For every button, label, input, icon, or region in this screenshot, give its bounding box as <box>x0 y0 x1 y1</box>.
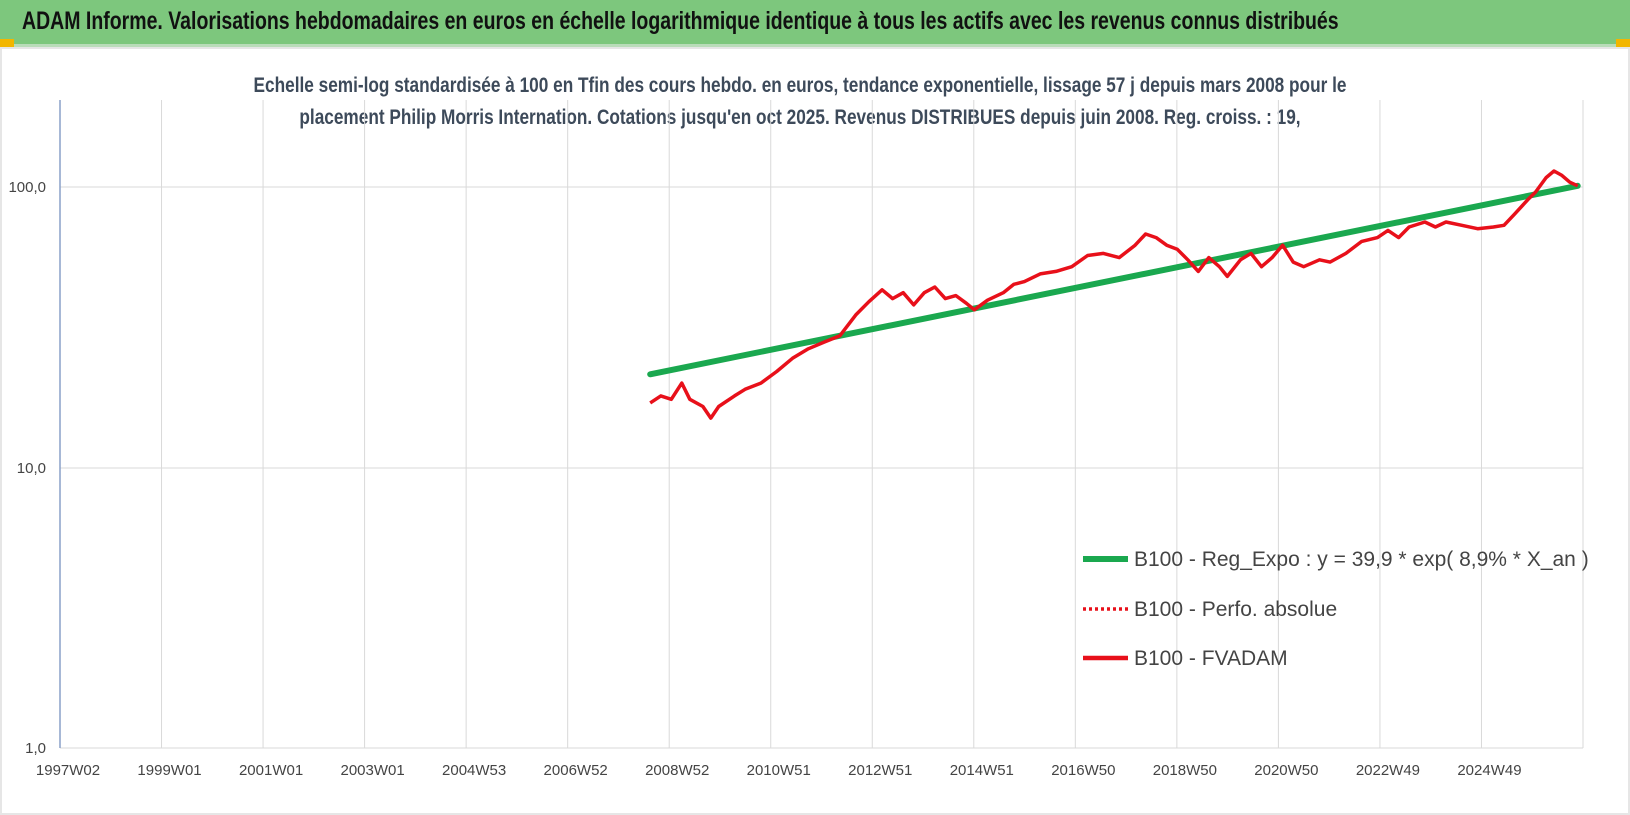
x-tick-label: 2018W50 <box>1153 762 1217 779</box>
y-tick-label: 1,0 <box>25 740 46 757</box>
x-tick-label: 2004W53 <box>442 762 506 779</box>
corner-marker-right <box>1616 39 1630 47</box>
banner-title: ADAM Informe. Valorisations hebdomadaire… <box>22 7 1339 35</box>
y-tick-label: 100,0 <box>8 179 46 196</box>
x-tick-label: 1997W02 <box>36 762 100 779</box>
chart-title: Echelle semi-log standardisée à 100 en T… <box>100 70 1500 134</box>
series-line-fvadam <box>649 169 1579 420</box>
x-tick-label: 2010W51 <box>747 762 811 779</box>
series-line-reg-expo <box>647 182 1581 378</box>
chart-title-line-2: placement Philip Morris Internation. Cot… <box>299 106 1301 129</box>
x-tick-label: 2006W52 <box>544 762 608 779</box>
chart-title-line-1: Echelle semi-log standardisée à 100 en T… <box>253 74 1347 97</box>
title-banner: ADAM Informe. Valorisations hebdomadaire… <box>0 0 1630 47</box>
x-tick-label: 2016W50 <box>1051 762 1115 779</box>
legend-label: B100 - Reg_Expo : y = 39,9 * exp( 8,9% *… <box>1134 548 1589 571</box>
x-tick-label: 2020W50 <box>1254 762 1318 779</box>
legend-label: B100 - FVADAM <box>1134 647 1288 670</box>
x-tick-label: 2012W51 <box>848 762 912 779</box>
x-tick-label: 2008W52 <box>645 762 709 779</box>
x-tick-label: 2022W49 <box>1356 762 1420 779</box>
legend-label: B100 - Perfo. absolue <box>1134 598 1337 621</box>
x-tick-label: 1999W01 <box>137 762 201 779</box>
corner-marker-left <box>0 39 14 47</box>
x-tick-label: 2014W51 <box>950 762 1014 779</box>
x-tick-label: 2003W01 <box>340 762 404 779</box>
x-tick-label: 2001W01 <box>239 762 303 779</box>
chart-frame <box>0 47 1630 815</box>
x-tick-label: 2024W49 <box>1457 762 1521 779</box>
y-tick-label: 10,0 <box>17 460 46 477</box>
